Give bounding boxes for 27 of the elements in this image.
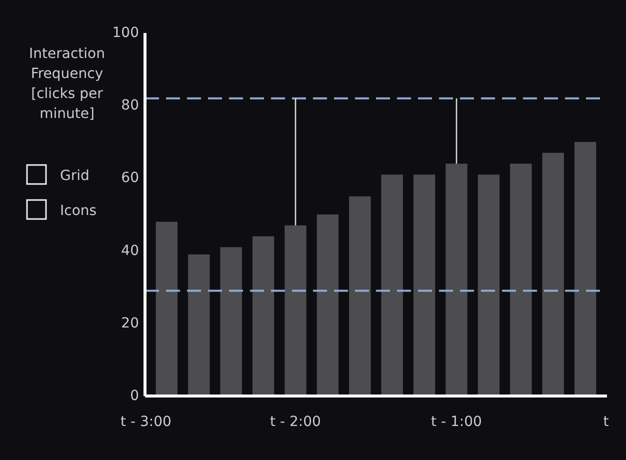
text: Icons (60, 202, 97, 219)
bar (574, 142, 596, 396)
y-tick-label: 100 (112, 25, 139, 41)
text: Grid (60, 168, 90, 184)
y-tick-label: 0 (130, 388, 139, 404)
y-tick-label: 80 (121, 98, 139, 114)
x-tick-label: t - 1:00 (431, 414, 482, 430)
bar (252, 236, 274, 396)
bar (284, 225, 306, 396)
bar (542, 152, 564, 396)
text: t - 3:00 (120, 414, 172, 430)
bar (381, 174, 403, 396)
bar (478, 174, 500, 396)
y-tick-label: 60 (121, 170, 139, 186)
text: t (603, 414, 610, 430)
bar (156, 222, 178, 396)
bar (316, 214, 339, 396)
bar (413, 174, 436, 396)
bar (349, 196, 371, 396)
bar (220, 247, 242, 396)
bar (188, 254, 210, 396)
bar (446, 164, 468, 396)
x-tick-label: t - 2:00 (270, 414, 321, 430)
bar (510, 164, 532, 396)
y-tick-label: 20 (121, 315, 139, 332)
y-axis-title: Interaction Frequency [clicks per minute] (29, 46, 105, 122)
y-tick-label: 40 (121, 242, 139, 259)
